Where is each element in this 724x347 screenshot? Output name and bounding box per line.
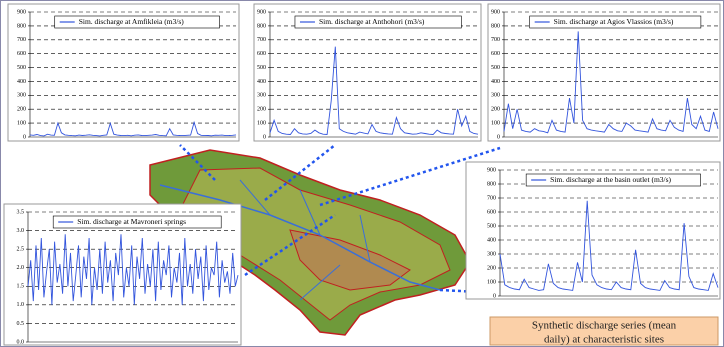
y-tick-label: 900 [487,167,496,173]
y-tick-label: 100 [17,120,26,126]
y-tick-label: 200 [257,107,266,113]
y-tick-label: 0 [497,134,500,140]
y-tick-label: 900 [17,9,26,15]
y-tick-label: 300 [17,93,26,99]
y-tick-label: 700 [257,37,266,43]
y-tick-label: 3.0 [17,228,25,234]
y-tick-label: 3.5 [17,209,25,215]
y-tick-label: 300 [257,93,266,99]
annotation: daily) at characteristic sites [544,334,664,346]
y-tick-label: 2.0 [17,265,25,271]
y-tick-label: 600 [257,51,266,57]
y-tick-label: 0 [493,293,496,299]
y-tick-label: 200 [17,107,26,113]
y-tick-label: 900 [257,9,266,15]
y-tick-label: 0.5 [17,321,25,327]
y-tick-label: 700 [491,37,500,43]
y-tick-label: 500 [17,65,26,71]
chart: 0 100 200 300 400 500 600 700 800 900 Sim. dischar… [488,4,720,141]
legend-label: Sim. discharge at the basin outlet (m3/s… [550,175,671,184]
y-tick-label: 700 [17,37,26,43]
chart: 0 100 200 300 400 500 600 700 800 900 Sim. dischar… [466,162,720,299]
y-tick-label: 800 [17,23,26,29]
y-tick-label: 400 [487,237,496,243]
chart: 0 100 200 300 400 500 600 700 800 900 Sim. dischar… [8,4,239,141]
y-tick-label: 0 [23,134,26,140]
y-tick-label: 0.0 [17,339,25,345]
y-tick-label: 600 [491,51,500,57]
y-tick-label: 800 [257,23,266,29]
y-tick-label: 1.5 [17,284,25,290]
y-tick-label: 600 [17,51,26,57]
y-tick-label: 400 [257,79,266,85]
y-tick-label: 100 [491,120,500,126]
y-tick-label: 800 [491,23,500,29]
y-tick-label: 300 [487,251,496,257]
y-tick-label: 600 [487,209,496,215]
chart: 0 100 200 300 400 500 600 700 800 900 Sim. dischar… [254,4,481,141]
y-tick-label: 300 [491,93,500,99]
y-tick-label: 800 [487,181,496,187]
annotation: Synthetic discharge series (mean [532,320,677,332]
figure: Synthetic discharge series (mean daily) … [0,0,724,347]
y-tick-label: 1.0 [17,302,25,308]
y-tick-label: 400 [491,79,500,85]
legend-label: Sim. discharge at Agios Vlassios (m3/s) [554,17,674,26]
y-tick-label: 200 [491,107,500,113]
legend-label: Sim. discharge at Amfikleia (m3/s) [79,17,185,26]
y-tick-label: 100 [257,120,266,126]
legend-label: Sim. discharge at Mavroneri springs [77,217,186,226]
y-tick-label: 700 [487,195,496,201]
y-tick-label: 400 [17,79,26,85]
legend-label: Sim. discharge at Anthohori (m3/s) [319,17,425,26]
y-tick-label: 900 [491,9,500,15]
y-tick-label: 100 [487,279,496,285]
y-tick-label: 500 [257,65,266,71]
y-tick-label: 500 [491,65,500,71]
y-tick-label: 200 [487,265,496,271]
y-tick-label: 2.5 [17,247,25,253]
chart: 0.0 0.5 1.0 1.5 2.0 2.5 3.0 3.5 Sim. discharge a… [4,204,241,345]
y-tick-label: 0 [263,134,266,140]
y-tick-label: 500 [487,223,496,229]
